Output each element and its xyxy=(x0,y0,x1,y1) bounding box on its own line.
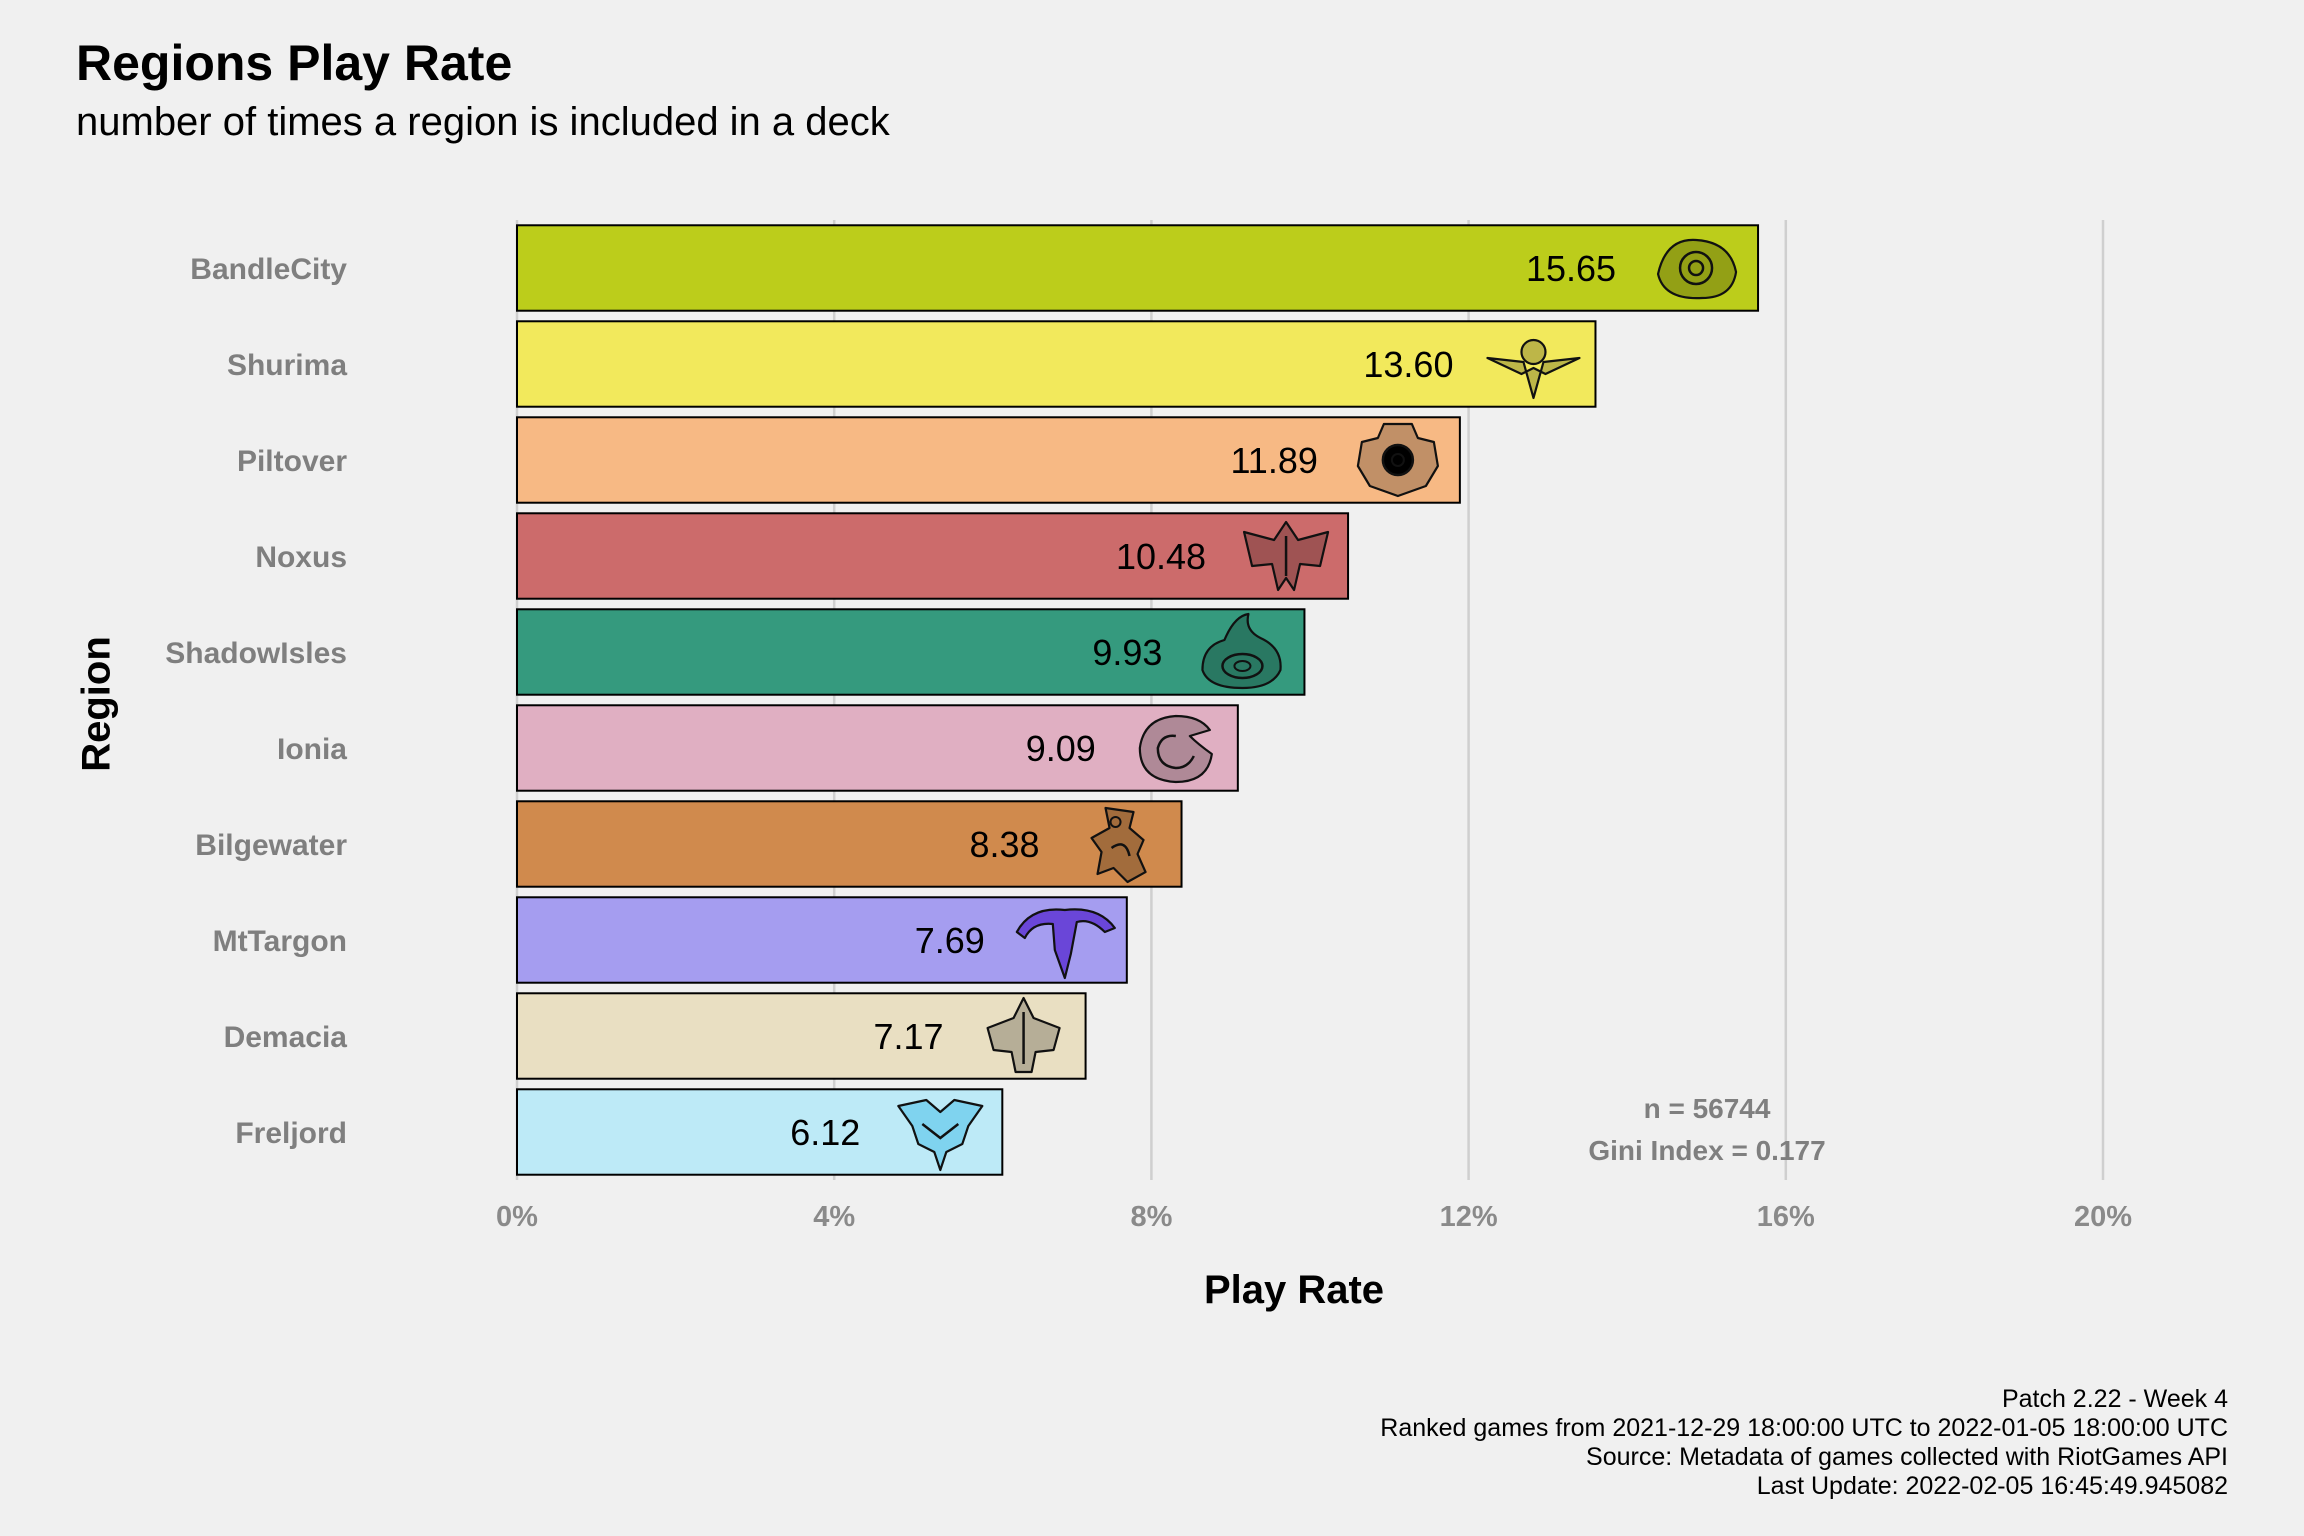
bars: 15.65 13.60 11.89 10.48 9.93 9.09 8.38 7.69 7.17… xyxy=(516,224,1760,1176)
caption: Patch 2.22 - Week 4 Ranked games from 20… xyxy=(1380,1385,2228,1501)
value-label: 10.48 xyxy=(1116,536,1206,577)
bar-bandlecity xyxy=(516,224,1760,312)
bar-shadowisles xyxy=(516,608,1306,696)
value-label: 7.69 xyxy=(915,920,985,961)
bar-shurima xyxy=(516,320,1597,408)
y-tick-label: Freljord xyxy=(235,1117,347,1150)
demacia-icon xyxy=(986,996,1061,1074)
x-tick-label: 20% xyxy=(2074,1201,2132,1233)
annotations: n = 56744 Gini Index = 0.177 xyxy=(1588,1093,1825,1166)
y-tick-label: Demacia xyxy=(224,1021,348,1054)
bar-mttargon xyxy=(516,896,1128,984)
value-label: 13.60 xyxy=(1363,344,1453,385)
chart-title: Regions Play Rate xyxy=(76,35,513,91)
shadowisles-icon xyxy=(1201,612,1282,690)
annotation: Gini Index = 0.177 xyxy=(1588,1135,1825,1166)
value-label: 6.12 xyxy=(790,1112,860,1153)
y-tick-label: Piltover xyxy=(237,445,347,478)
y-tick-label: BandleCity xyxy=(190,253,347,286)
y-axis-title: Region xyxy=(74,636,119,772)
value-label: 15.65 xyxy=(1526,248,1616,289)
x-tick-label: 0% xyxy=(496,1201,538,1233)
caption-line-source: Source: Metadata of games collected with… xyxy=(1586,1443,2228,1471)
x-tick-label: 4% xyxy=(813,1201,855,1233)
bar-bilgewater xyxy=(516,800,1183,888)
caption-line-update: Last Update: 2022-02-05 16:45:49.945082 xyxy=(1756,1472,2228,1500)
piltover-icon xyxy=(1356,422,1439,498)
chart-subtitle: number of times a region is included in … xyxy=(76,100,890,144)
bar-chart: 15.65 13.60 11.89 10.48 9.93 9.09 8.38 7.69 7.17… xyxy=(165,220,2132,1233)
x-tick-label: 16% xyxy=(1757,1201,1815,1233)
bandlecity-icon xyxy=(1656,238,1738,300)
caption-line-patch: Patch 2.22 - Week 4 xyxy=(2001,1385,2228,1413)
bar-piltover xyxy=(516,416,1461,504)
y-axis-tick-labels: BandleCity Shurima Piltover Noxus ShadowIsle… xyxy=(165,253,347,1150)
y-tick-label: Ionia xyxy=(277,733,347,766)
y-tick-label: Bilgewater xyxy=(195,829,347,862)
x-axis-tick-labels: 0% 4% 8% 12% 16% 20% xyxy=(496,1201,2132,1233)
x-tick-label: 8% xyxy=(1130,1201,1172,1233)
shurima-icon xyxy=(1486,338,1581,400)
bar-ionia xyxy=(516,704,1239,792)
freljord-icon xyxy=(897,1098,984,1172)
ionia-icon xyxy=(1138,714,1213,784)
bilgewater-icon xyxy=(1090,806,1147,884)
y-tick-label: MtTargon xyxy=(213,925,347,958)
value-label: 7.17 xyxy=(874,1016,944,1057)
noxus-icon xyxy=(1242,520,1330,592)
y-tick-label: Noxus xyxy=(255,541,347,574)
value-label: 8.38 xyxy=(969,824,1039,865)
caption-line-range: Ranked games from 2021-12-29 18:00:00 UT… xyxy=(1380,1414,2228,1442)
y-tick-label: Shurima xyxy=(227,349,347,382)
value-label: 9.93 xyxy=(1092,632,1162,673)
y-tick-label: ShadowIsles xyxy=(165,637,347,670)
mttargon-icon xyxy=(1015,908,1116,980)
value-label: 11.89 xyxy=(1230,440,1317,481)
bar-noxus xyxy=(516,512,1350,600)
annotation: n = 56744 xyxy=(1644,1093,1771,1124)
x-tick-label: 12% xyxy=(1440,1201,1498,1233)
x-axis-title: Play Rate xyxy=(1203,1268,1385,1312)
value-label: 9.09 xyxy=(1026,728,1096,769)
